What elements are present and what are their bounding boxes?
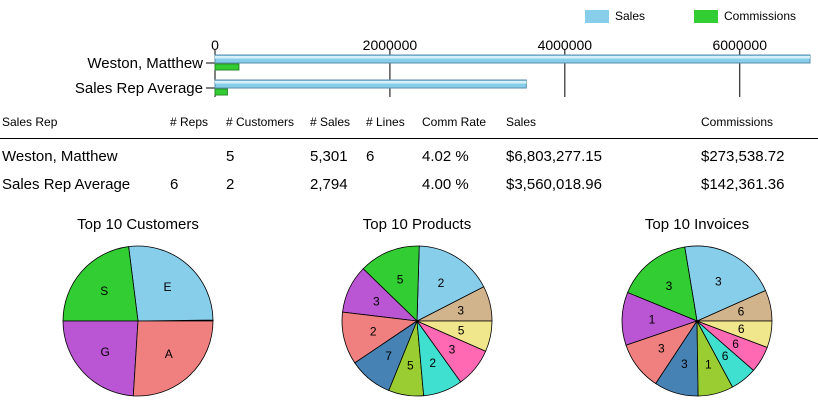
cell-reps: 6 bbox=[170, 175, 179, 193]
sales-rep-table: Sales Rep # Reps # Customers # Sales # L… bbox=[0, 112, 818, 198]
header-comm-rate: Comm Rate bbox=[420, 112, 504, 139]
category-label: Weston, Matthew bbox=[87, 55, 203, 72]
pie-slice-label: G bbox=[101, 345, 110, 359]
table-header-row: Sales Rep # Reps # Customers # Sales # L… bbox=[0, 112, 818, 139]
legend-commissions: Commissions bbox=[694, 9, 796, 23]
pie-slice-label: 3 bbox=[658, 342, 665, 356]
cell-customers: 2 bbox=[226, 175, 235, 193]
pie-slice-label: 2 bbox=[370, 325, 377, 339]
bar-sales-highlight bbox=[215, 81, 527, 84]
header-commissions: Commissions bbox=[699, 112, 818, 139]
bar-sales bbox=[214, 79, 527, 89]
pie-slice bbox=[696, 320, 773, 348]
table-row: Weston, Matthew 5 5,301 6 4.02 % $6,803,… bbox=[0, 139, 818, 171]
cell-customers: 5 bbox=[226, 147, 235, 165]
pie-slice bbox=[627, 246, 698, 322]
table-row: Sales Rep Average 6 2 2,794 4.00 % $3,56… bbox=[0, 170, 818, 198]
bar-sales-highlight bbox=[215, 56, 810, 59]
pie-slice bbox=[416, 320, 493, 352]
pie-slice-label: 5 bbox=[397, 272, 404, 286]
pie-slice-label: 1 bbox=[705, 358, 712, 372]
pie-slice-label: 2 bbox=[429, 356, 436, 370]
pie-slice-label: 5 bbox=[407, 359, 414, 373]
sales-bar-chart: 0 2000000 4000000 6000000 Weston, Matthew Sal… bbox=[75, 37, 811, 97]
cell-sales: $3,560,018.96 bbox=[506, 175, 602, 193]
cell-sales-rep: Weston, Matthew bbox=[2, 147, 118, 165]
category-label: Sales Rep Average bbox=[75, 80, 203, 97]
header-lines: # Lines bbox=[364, 112, 420, 139]
header-sales-count: # Sales bbox=[308, 112, 364, 139]
cell-sales-rep: Sales Rep Average bbox=[2, 175, 131, 193]
cell-comm-rate: 4.02 % bbox=[422, 147, 469, 165]
pie-slice-label: 6 bbox=[732, 337, 739, 351]
bar-sales bbox=[214, 54, 811, 64]
header-sales-rep: Sales Rep bbox=[0, 112, 168, 139]
pie-slice bbox=[62, 320, 139, 397]
cell-sales: $6,803,277.15 bbox=[506, 147, 602, 165]
header-reps: # Reps bbox=[168, 112, 224, 139]
x-tick-label: 2000000 bbox=[363, 37, 418, 53]
pie-slice bbox=[132, 320, 214, 397]
cell-lines: 6 bbox=[366, 147, 375, 165]
bar-commissions bbox=[214, 88, 228, 96]
pie-slice-label: A bbox=[165, 347, 173, 361]
pie-slice bbox=[62, 246, 139, 322]
bar-commissions bbox=[214, 63, 240, 71]
pie-slice-label: 6 bbox=[738, 322, 745, 336]
pie-slice-label: 6 bbox=[738, 305, 745, 319]
cell-commissions: $142,361.36 bbox=[701, 175, 785, 193]
x-tick-label: 6000000 bbox=[712, 37, 767, 53]
pie-slice-label: 3 bbox=[681, 357, 688, 371]
x-tick-label: 4000000 bbox=[538, 37, 593, 53]
pie-slice-label: 3 bbox=[715, 274, 722, 288]
pie-slice-label: E bbox=[164, 280, 172, 294]
legend-sales: Sales bbox=[585, 9, 645, 23]
cell-sales-count: 5,301 bbox=[310, 147, 348, 165]
pie-slice-label: 3 bbox=[373, 295, 380, 309]
cell-comm-rate: 4.00 % bbox=[422, 175, 469, 193]
pie-slice-label: 3 bbox=[449, 342, 456, 356]
legend-label-sales: Sales bbox=[615, 9, 646, 23]
pie-slice bbox=[128, 245, 214, 322]
pie-slice-label: 2 bbox=[438, 276, 445, 290]
x-tick-label: 0 bbox=[211, 37, 219, 53]
pie-title-invoices: Top 10 Invoices bbox=[644, 216, 750, 233]
pie-slice bbox=[362, 245, 420, 322]
pie-slice bbox=[684, 245, 767, 322]
pie-slice-label: 6 bbox=[722, 349, 729, 363]
pie-slice-label: 3 bbox=[666, 279, 673, 293]
pie-slice-label: 3 bbox=[457, 303, 464, 317]
pie-slice-label: 7 bbox=[385, 349, 392, 363]
pie-slice-label: 5 bbox=[458, 323, 465, 337]
pie-slice-label: 1 bbox=[649, 313, 656, 327]
legend-swatch-sales bbox=[585, 9, 609, 23]
legend-label-commissions: Commissions bbox=[724, 9, 797, 23]
pie-title-customers: Top 10 Customers bbox=[77, 216, 199, 233]
cell-sales-count: 2,794 bbox=[310, 175, 348, 193]
pie-slice bbox=[416, 245, 485, 322]
header-customers: # Customers bbox=[224, 112, 308, 139]
legend-swatch-commissions bbox=[694, 9, 718, 23]
pie-slice-label: S bbox=[100, 284, 108, 298]
pie-chart-customers: HESGA bbox=[62, 245, 214, 397]
cell-lines bbox=[364, 170, 420, 198]
cell-reps bbox=[168, 139, 224, 171]
cell-commissions: $273,538.72 bbox=[701, 147, 785, 165]
header-sales: Sales bbox=[504, 112, 699, 139]
pie-title-products: Top 10 Products bbox=[362, 216, 472, 233]
